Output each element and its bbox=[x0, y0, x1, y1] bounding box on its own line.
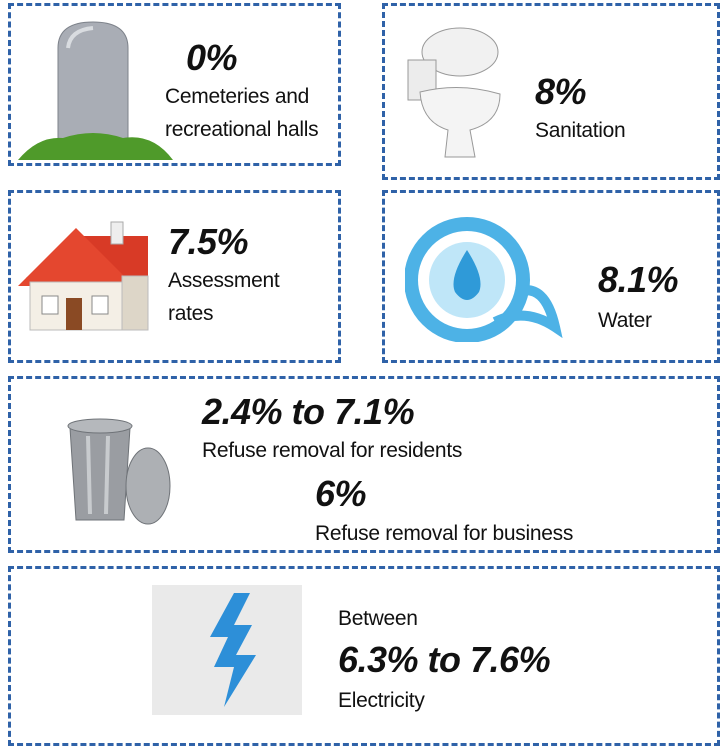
gravestone-icon bbox=[18, 18, 178, 160]
label: Assessment bbox=[168, 270, 279, 291]
percentage: 8.1% bbox=[598, 262, 678, 298]
label: Cemeteries and bbox=[165, 86, 309, 107]
lightning-icon bbox=[152, 585, 302, 715]
percentage: 2.4% to 7.1% bbox=[202, 394, 414, 430]
toilet-icon bbox=[400, 22, 520, 162]
label: Electricity bbox=[338, 690, 425, 711]
percentage: 7.5% bbox=[168, 224, 248, 260]
percentage: 6% bbox=[315, 476, 366, 512]
label: Refuse removal for business bbox=[315, 523, 573, 544]
label: Sanitation bbox=[535, 120, 625, 141]
house-icon bbox=[16, 216, 156, 334]
label: Between bbox=[338, 608, 418, 629]
water-icon bbox=[405, 212, 570, 342]
percentage: 8% bbox=[535, 74, 586, 110]
trash-can-icon bbox=[60, 408, 180, 528]
label: Refuse removal for residents bbox=[202, 440, 462, 461]
infographic: 0% Cemeteries and recreational halls 8% … bbox=[0, 0, 727, 739]
label: rates bbox=[168, 303, 213, 324]
percentage: 6.3% to 7.6% bbox=[338, 642, 550, 678]
label: recreational halls bbox=[165, 119, 318, 140]
label: Water bbox=[598, 310, 652, 331]
percentage: 0% bbox=[186, 40, 237, 76]
